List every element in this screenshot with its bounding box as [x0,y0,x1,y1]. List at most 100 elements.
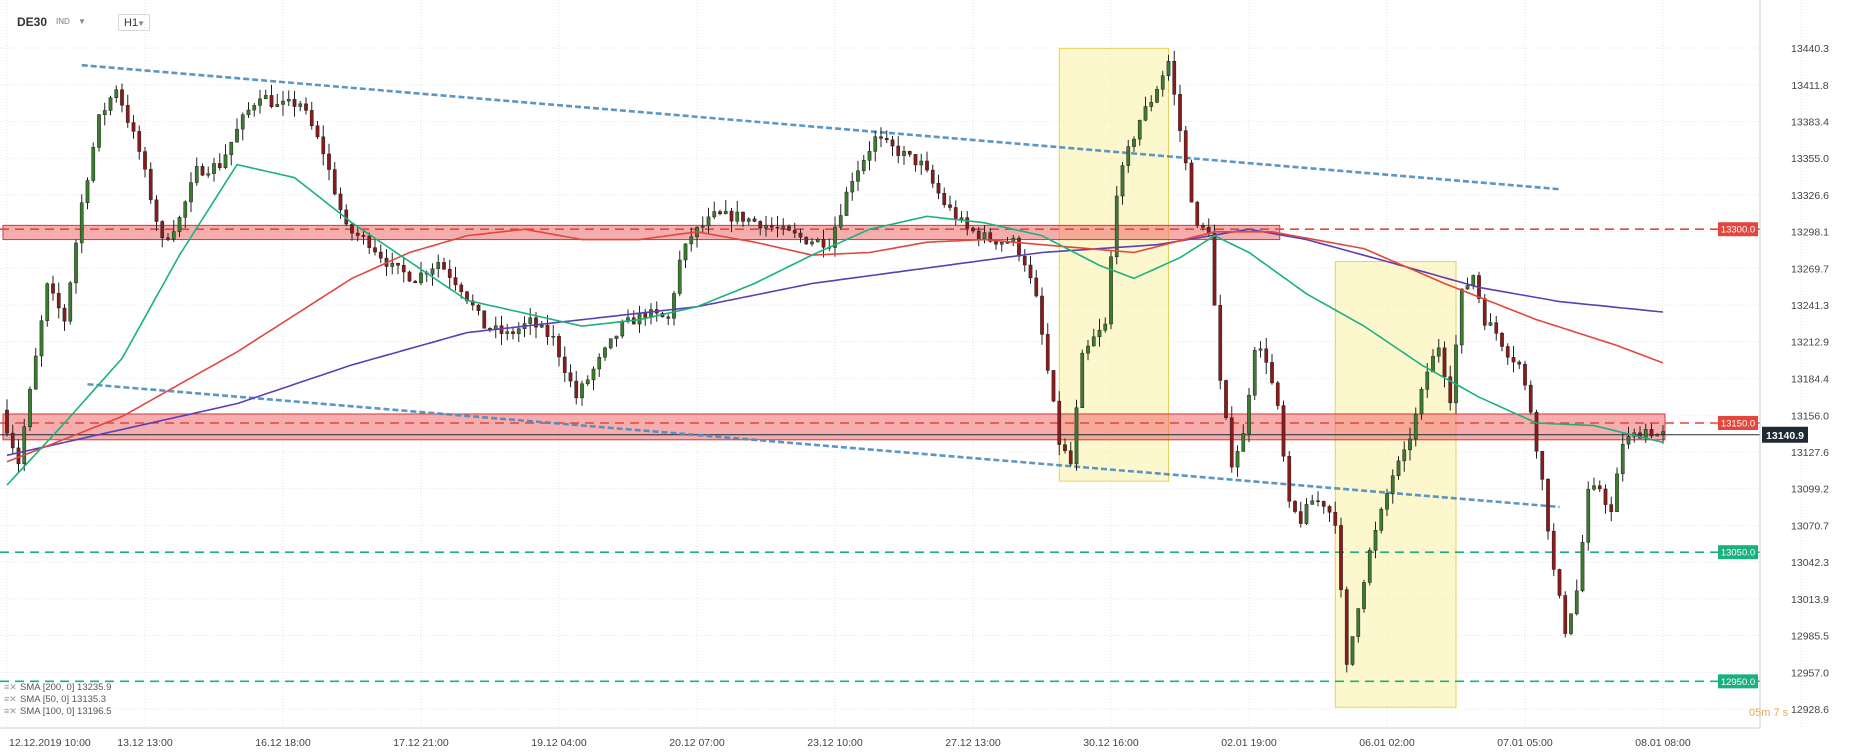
candle-up [810,241,814,245]
candle-down [879,136,883,139]
candle-down [350,223,354,234]
last-price-label: 13140.9 [1766,430,1804,442]
candle-down [534,317,538,328]
candle-up [516,328,521,334]
candle-down [942,193,947,206]
candle-down [545,324,550,337]
legend-sma-200[interactable]: ≡✕ SMA [200, 0] 13235.9 [4,681,111,693]
candle-up [390,262,395,267]
candle-up [102,110,107,115]
candle-up [74,242,78,284]
candle-down [332,169,337,195]
candle-up [1436,347,1441,357]
candle-down [1523,363,1527,386]
y-tick-label: 12928.6 [1791,704,1829,716]
candle-down [1327,506,1332,513]
candle-up [1465,285,1470,290]
candle-down [994,241,998,245]
horizontal-levels: 13300.0 13150.0 13050.0 12950.0 [0,222,1760,689]
indicator-settings-icon[interactable]: ≡✕ [4,706,17,716]
candle-up [1488,322,1493,326]
candle-up [223,154,228,168]
grid [0,0,1802,728]
legend-label: SMA [50, 0] 13135.3 [20,694,107,705]
candle-up [189,182,193,203]
candle-up [1574,590,1579,615]
candle-down [1218,305,1223,381]
candle-down [1546,479,1550,532]
candle-up [614,335,619,339]
candle-down [1339,525,1343,590]
candle-up [608,338,613,349]
candle-down [1017,237,1021,257]
candle-down [752,218,757,222]
symbol-label[interactable]: DE30 [17,15,48,29]
candle-up [436,262,441,269]
candle-down [1609,504,1614,513]
candle-down [568,372,573,382]
candle-down [666,316,671,319]
indicator-settings-icon[interactable]: ≡✕ [4,694,17,704]
candle-down [557,336,561,358]
indicator-settings-icon[interactable]: ≡✕ [4,682,17,692]
candle-up [246,109,251,116]
candle-up [873,136,878,152]
candles [5,50,1665,673]
candle-down [971,227,975,232]
candle-down [401,264,406,273]
candle-up [1080,352,1085,409]
y-tick-label: 12957.0 [1791,667,1829,679]
candle-up [1385,493,1389,510]
candle-down [482,310,487,329]
candle-up [1160,75,1165,90]
candle-down [913,154,918,166]
candle-down [1534,412,1539,452]
candle-down [137,131,142,152]
candle-up [252,105,257,111]
y-tick-label: 13241.3 [1791,300,1829,312]
candle-up [1413,413,1418,440]
candle-up [539,324,544,328]
candle-up [1143,106,1148,121]
legend-sma-100[interactable]: ≡✕ SMA [100, 0] 13196.5 [4,705,111,717]
candle-down [1298,511,1303,524]
candle-up [1620,443,1625,475]
candle-down [1068,450,1073,465]
candle-up [1367,550,1372,583]
candle-up [183,201,188,218]
candle-up [959,217,964,220]
candle-down [574,380,579,399]
symbol-dropdown-icon[interactable]: ▼ [78,17,86,26]
candle-up [856,170,860,182]
candle-down [1511,356,1516,363]
candle-down [718,211,722,215]
candle-up [683,243,688,261]
candle-down [1051,370,1056,402]
candle-down [1505,346,1510,358]
candle-down [327,153,331,170]
legend-sma-50[interactable]: ≡✕ SMA [50, 0] 13135.3 [4,693,111,705]
y-tick-label: 13184.4 [1791,374,1829,386]
timeframe-select[interactable]: H1 ▼ [118,14,150,31]
candle-up [1304,504,1309,524]
candle-down [1494,322,1499,334]
candle-up [764,225,768,229]
candle-up [286,99,291,102]
candle-up [229,141,234,156]
candle-down [965,217,970,229]
candle-up [982,232,987,240]
candle-up [712,211,717,218]
candle-down [798,232,803,238]
level-tag [1718,674,1758,689]
candle-down [890,139,895,147]
candle-down [1045,334,1050,371]
x-tick-label: 02.01 19:00 [1221,737,1277,749]
candle-down [1229,417,1234,468]
trendlines [81,63,1560,509]
candle-up [240,114,245,130]
candle-down [936,183,941,194]
legend-label: SMA [100, 0] 13196.5 [20,706,112,717]
candle-down [120,89,124,106]
candle-up [1258,348,1263,351]
